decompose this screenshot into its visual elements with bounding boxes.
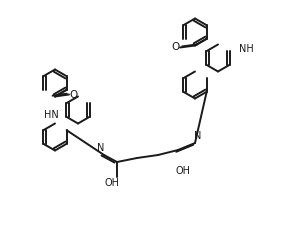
Text: N: N xyxy=(194,131,202,141)
Text: N: N xyxy=(97,143,105,153)
Text: NH: NH xyxy=(239,44,253,54)
Text: HN: HN xyxy=(43,110,58,120)
Text: O: O xyxy=(171,43,179,52)
Text: OH: OH xyxy=(175,166,191,176)
Text: OH: OH xyxy=(104,178,120,188)
Text: O: O xyxy=(70,89,78,99)
